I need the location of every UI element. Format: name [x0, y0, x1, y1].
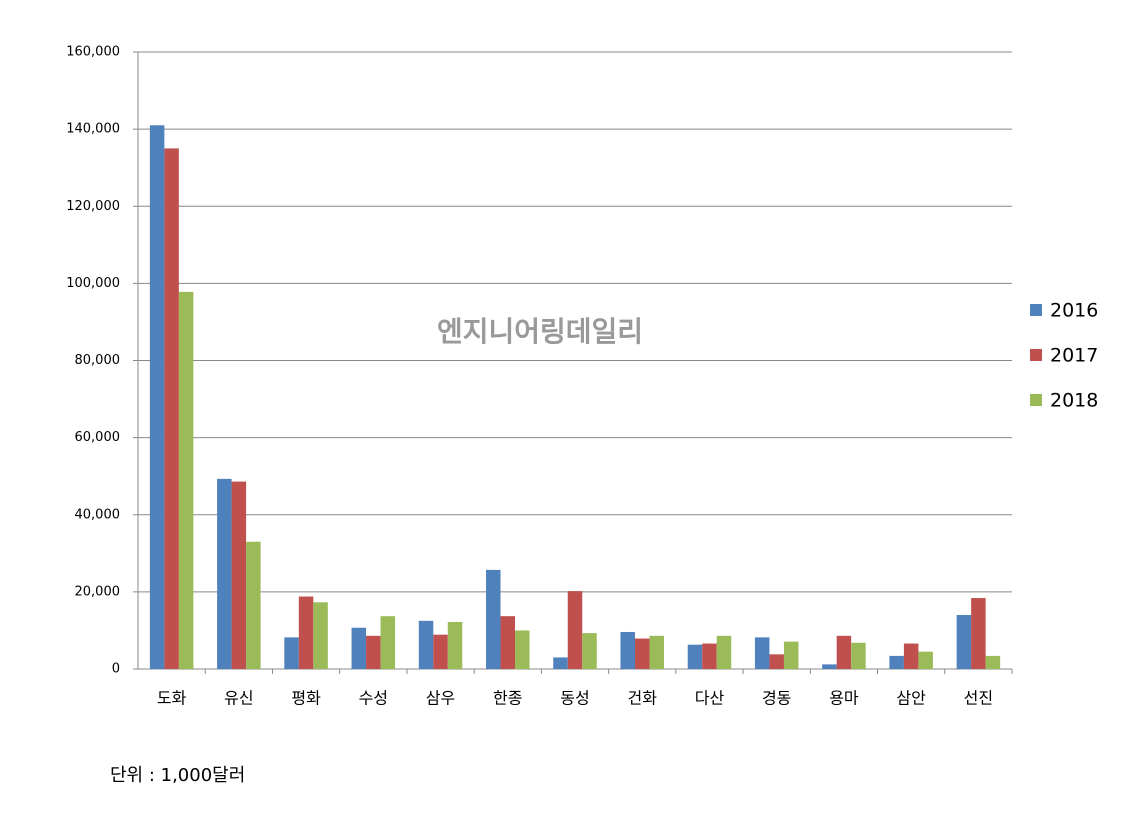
x-tick-label: 삼안 [896, 689, 926, 708]
bar [447, 621, 463, 669]
bar [567, 591, 583, 669]
bar [649, 635, 664, 669]
bar [754, 637, 770, 669]
x-tick-label: 한종 [493, 689, 522, 708]
y-tick-label: 80,000 [75, 353, 121, 368]
y-tick-label: 100,000 [66, 276, 120, 291]
x-tick-label: 유신 [224, 689, 253, 708]
bar [918, 651, 933, 669]
bar [582, 633, 597, 669]
bar [486, 569, 501, 669]
legend-label: 2017 [1050, 345, 1098, 367]
bar [351, 627, 367, 669]
y-tick-label: 60,000 [75, 430, 121, 445]
bar [500, 616, 516, 669]
bar [380, 616, 396, 669]
note: 단위 : 1,000달러 [110, 765, 245, 786]
bar [903, 643, 919, 669]
bar [284, 637, 299, 669]
bar [836, 635, 852, 669]
bar [366, 635, 381, 669]
y-tick-label: 160,000 [66, 45, 120, 60]
bar [217, 478, 232, 669]
y-tick-label: 40,000 [75, 507, 121, 522]
bar [178, 291, 194, 669]
bar [769, 654, 784, 669]
bar [687, 644, 703, 669]
bar [620, 631, 635, 669]
y-tick-label: 120,000 [66, 199, 120, 214]
bar [783, 641, 799, 669]
x-tick-label: 평화 [291, 689, 321, 708]
bar [149, 125, 165, 670]
x-tick-label: 경동 [762, 689, 791, 708]
legend-label: 2018 [1050, 390, 1098, 412]
bar [433, 634, 448, 669]
bar [313, 602, 328, 669]
y-tick-label: 20,000 [75, 584, 121, 599]
bar [851, 642, 866, 669]
x-tick-label: 다산 [695, 689, 725, 708]
x-tick-label: 선진 [964, 689, 993, 708]
x-tick-label: 도화 [157, 689, 187, 708]
bar [298, 596, 314, 669]
x-tick-label: 삼우 [426, 689, 455, 708]
bar [971, 598, 986, 669]
bar [553, 657, 568, 669]
x-tick-label: 동성 [560, 689, 589, 708]
watermark: 엔지니어링데일리 [437, 315, 643, 348]
bar [231, 481, 247, 669]
bar [418, 620, 434, 669]
bar [164, 148, 179, 669]
bar [634, 638, 650, 669]
y-tick-label: 0 [112, 662, 120, 677]
bar [985, 655, 1001, 669]
legend-swatch [1030, 394, 1042, 406]
x-tick-label: 용마 [829, 689, 859, 708]
legend-swatch [1030, 349, 1042, 361]
bar [702, 643, 717, 669]
legend-swatch [1030, 304, 1042, 316]
bar [515, 630, 530, 669]
legend-label: 2016 [1050, 300, 1098, 322]
bar [246, 541, 261, 669]
bar [956, 615, 972, 669]
bar [822, 664, 837, 669]
x-tick-label: 수성 [359, 689, 388, 708]
bar [716, 635, 732, 669]
bar [889, 655, 904, 669]
y-tick-label: 140,000 [66, 122, 120, 137]
x-tick-label: 건화 [628, 689, 658, 708]
